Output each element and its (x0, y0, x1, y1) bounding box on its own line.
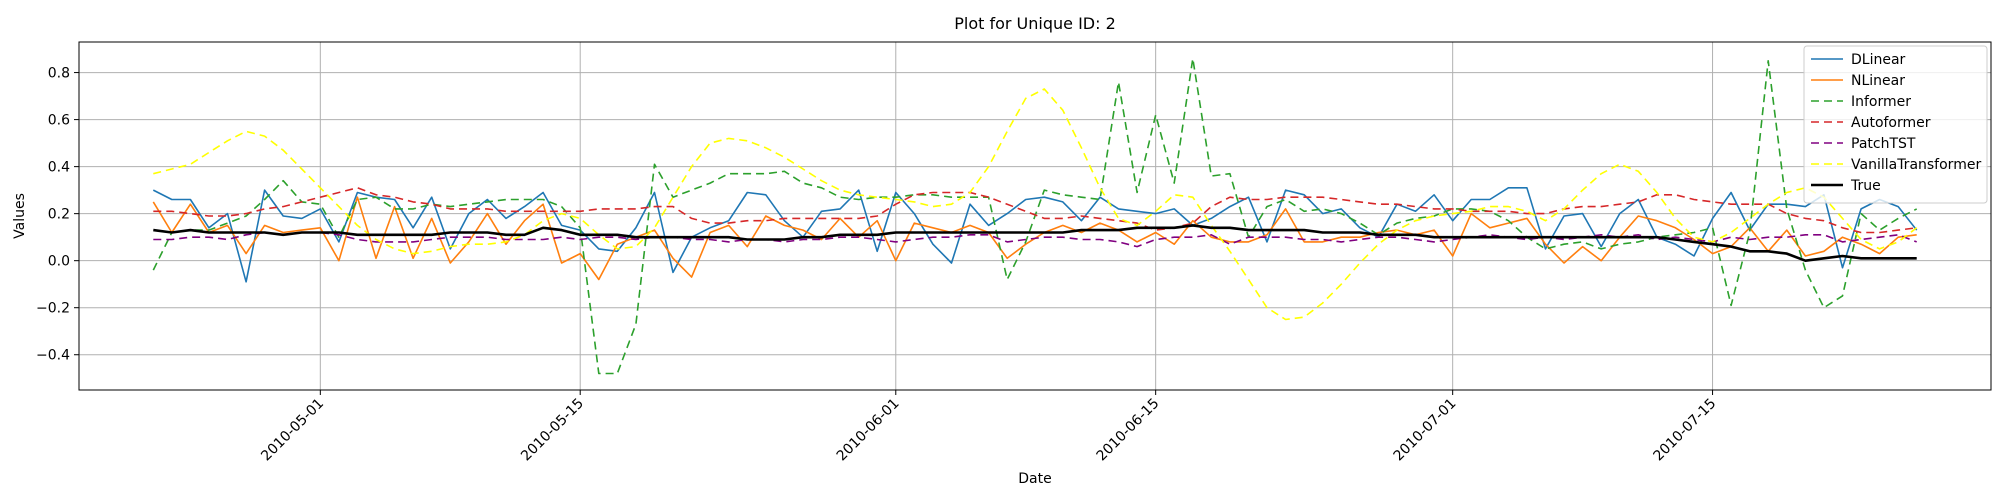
legend-label: Informer (1851, 94, 1911, 110)
legend-label: VanillaTransformer (1851, 157, 1981, 173)
y-tick-label: 0.0 (48, 254, 70, 270)
series-line-informer (152, 57, 1918, 375)
legend-label: Autoformer (1851, 115, 1931, 131)
legend-box (1803, 45, 1988, 204)
series-line-autoformer (153, 187, 1917, 234)
chart-title: Plot for Unique ID: 2 (954, 14, 1116, 33)
legend-label: True (1850, 178, 1881, 194)
series-lines (152, 57, 1918, 375)
y-tick-label: 0.6 (48, 113, 70, 129)
series-line-true (153, 224, 1917, 263)
legend-label: NLinear (1851, 73, 1905, 89)
x-axis-label: Date (1018, 471, 1051, 487)
y-tick-label: 0.4 (48, 160, 70, 176)
plot-frame (78, 41, 1992, 391)
y-tick-label: −0.2 (36, 301, 70, 317)
y-tick-label: 0.8 (48, 66, 70, 82)
series-line-dlinear (152, 187, 1918, 283)
y-axis-label: Values (12, 193, 28, 239)
y-axis: −0.4 −0.2 0.0 0.2 0.4 0.6 0.8 (36, 66, 79, 364)
series-line-vanillatransformer (153, 88, 1918, 321)
grid-lines (79, 42, 1991, 390)
legend: DLinear NLinear Informer Autoformer PatchTST… (1803, 45, 1988, 204)
legend-label: PatchTST (1851, 136, 1916, 152)
legend-label: DLinear (1851, 52, 1906, 68)
y-tick-label: 0.2 (48, 207, 70, 223)
y-tick-label: −0.4 (36, 348, 70, 364)
